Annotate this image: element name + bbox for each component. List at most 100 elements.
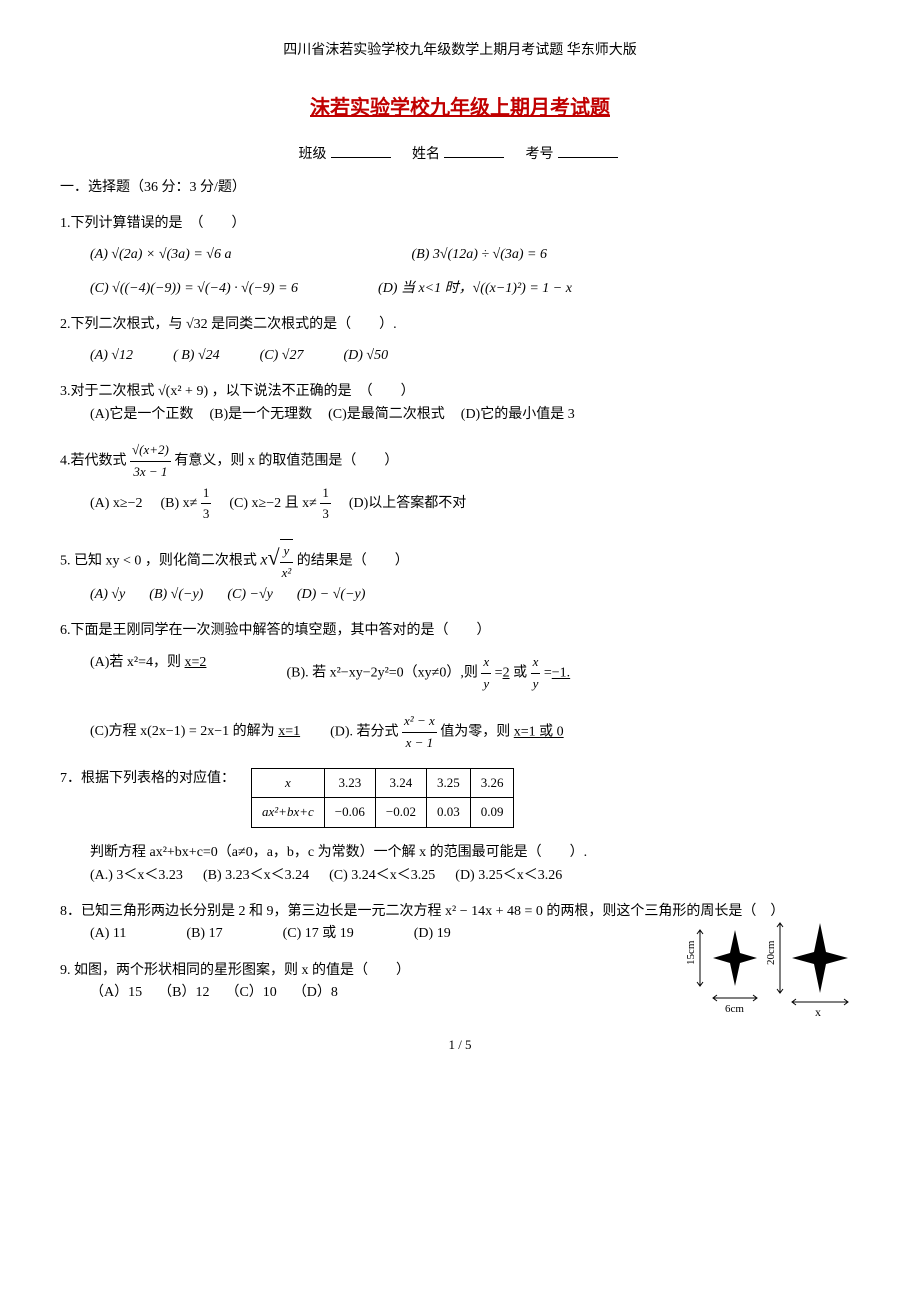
section-1-heading: 一．选择题（36 分：3 分/题） [60,177,860,199]
class-label: 班级 [299,147,327,162]
name-label: 姓名 [412,147,440,162]
q4-stem-post: 有意义，则 x 的取值范围是（ ） [174,453,398,468]
q6-b-pre: (B). 若 x²−xy−2y²=0（xy≠0）,则 [286,666,481,681]
q6-b-mid1: = [495,666,503,681]
q6-b-f1d: y [481,674,491,695]
name-blank [444,157,504,158]
q9-opt-A: （A）15 [90,982,142,1004]
q6-b-f1n: x [481,652,491,674]
star1-height: 15cm [685,940,697,965]
q5-opt-C: (C) −√y [227,584,273,606]
q2-opt-C: (C) √27 [260,345,304,367]
q7-opt-D: (D) 3.25＜x＜3.26 [455,865,562,887]
q6-b-u1: 2 [503,666,510,681]
num-label: 考号 [526,147,554,162]
q6-b-mid3: = [544,666,552,681]
q6-d-num: x² − x [402,711,437,733]
q5-stem-pre: 5. 已知 xy < 0 ，则化简二次根式 [60,554,260,569]
q8-opt-A: (A) 11 [90,923,126,945]
q1-opt-C: (C) √((−4)(−9)) = √(−4) · √(−9) = 6 [90,278,298,300]
doc-header: 四川省沫若实验学校九年级数学上期月考试题 华东师大版 [60,40,860,62]
table-row: x 3.23 3.24 3.25 3.26 [252,768,514,798]
q7-opt-C: (C) 3.24＜x＜3.25 [329,865,435,887]
q2-opt-D: (D) √50 [343,345,388,367]
q6-c-under: x=1 [278,724,300,739]
q1-opt-A: (A) √(2a) × √(3a) = √6 a [90,244,231,266]
q4-opt-D: (D)以上答案都不对 [349,493,466,515]
question-1: 1.下列计算错误的是 （ ） (A) √(2a) × √(3a) = √6 a … [60,213,860,300]
q7-judge: 判断方程 ax²+bx+c=0（a≠0，a，b，c 为常数）一个解 x 的范围最… [90,842,860,864]
stars-svg: 15cm 6cm 20cm [680,920,880,1030]
q5-frac-num: y [280,541,294,563]
q9-opt-B: （B）12 [158,982,209,1004]
q2-opt-A: (A) √12 [90,345,133,367]
q5-opt-B: (B) √(−y) [149,584,203,606]
q4-c-pre: (C) x≥−2 且 x≠ [229,493,316,515]
q4-c-den: 3 [320,504,331,525]
q5-stem-post: 的结果是（ ） [297,554,409,569]
q6-b-f2n: x [531,652,541,674]
table-row: ax²+bx+c −0.06 −0.02 0.03 0.09 [252,798,514,828]
q6-opt-A: (A)若 x²=4，则 x=2 [90,652,206,695]
star2-width: x [815,1005,821,1019]
question-4: 4.若代数式 √(x+2) 3x − 1 有意义，则 x 的取值范围是（ ） (… [60,440,860,525]
q7-r2c1: −0.06 [324,798,375,828]
star1-width: 6cm [725,1003,744,1015]
question-5: 5. 已知 xy < 0 ，则化简二次根式 x√yx² 的结果是（ ） (A) … [60,539,860,606]
q4-b-pre: (B) x≠ [161,493,198,515]
q9-opt-D: （D）8 [293,982,338,1004]
question-9: 9. 如图，两个形状相同的星形图案，则 x 的值是（ ） （A）15 （B）12… [60,960,860,1005]
q4-opt-B: (B) x≠ 13 [161,483,212,526]
q7-table: x 3.23 3.24 3.25 3.26 ax²+bx+c −0.06 −0.… [251,768,514,829]
q4-opt-A: (A) x≥−2 [90,493,143,515]
class-blank [331,157,391,158]
q7-opt-A: (A.) 3＜x＜3.23 [90,865,183,887]
q6-opt-C: (C)方程 x(2x−1) = 2x−1 的解为 x=1 [90,721,300,743]
q4-stem-pre: 4.若代数式 [60,453,130,468]
q4-frac-den: 3x − 1 [130,462,171,483]
q7-opt-B: (B) 3.23＜x＜3.24 [203,865,309,887]
q7-r2c3: 0.03 [426,798,470,828]
q3-opt-B: (B)是一个无理数 [209,404,312,426]
q3-opt-C: (C)是最简二次根式 [328,404,445,426]
q6-a-pre: (A)若 x²=4，则 [90,655,185,670]
q6-b-mid2: 或 [513,666,531,681]
q7-r2c4: 0.09 [470,798,514,828]
q5-stem: 5. 已知 xy < 0 ，则化简二次根式 x√yx² 的结果是（ ） [60,539,860,584]
q6-b-f2d: y [531,674,541,695]
q6-opt-B: (B). 若 x²−xy−2y²=0（xy≠0）,则 xy =2 或 xy =−… [286,652,570,695]
q6-stem: 6.下面是王刚同学在一次测验中解答的填空题，其中答对的是（ ） [60,620,860,642]
num-blank [558,157,618,158]
q7-r2c0: ax²+bx+c [252,798,325,828]
q6-c-pre: (C)方程 x(2x−1) = 2x−1 的解为 [90,724,278,739]
q7-r1c3: 3.25 [426,768,470,798]
q3-opt-D: (D)它的最小值是 3 [461,404,575,426]
question-7: 7．根据下列表格的对应值： x 3.23 3.24 3.25 3.26 ax²+… [60,768,860,887]
q7-r2c2: −0.02 [375,798,426,828]
q7-stem: 7．根据下列表格的对应值： [60,768,235,790]
q3-opt-A: (A)它是一个正数 [90,404,193,426]
question-6: 6.下面是王刚同学在一次测验中解答的填空题，其中答对的是（ ） (A)若 x²=… [60,620,860,754]
q1-opt-B: (B) 3√(12a) ÷ √(3a) = 6 [411,244,547,266]
question-3: 3.对于二次根式 √(x² + 9) ，以下说法不正确的是 （ ） (A)它是一… [60,381,860,426]
q8-opt-C: (C) 17 或 19 [283,923,354,945]
q5-opt-A: (A) √y [90,584,125,606]
q3-stem: 3.对于二次根式 √(x² + 9) ，以下说法不正确的是 （ ） [60,381,860,403]
q9-stem: 9. 如图，两个形状相同的星形图案，则 x 的值是（ ） [60,960,620,982]
doc-title: 沫若实验学校九年级上期月考试题 [60,92,860,124]
q4-b-den: 3 [201,504,212,525]
q7-r1c1: 3.23 [324,768,375,798]
q4-stem: 4.若代数式 √(x+2) 3x − 1 有意义，则 x 的取值范围是（ ） [60,440,860,483]
q8-opt-B: (B) 17 [186,923,222,945]
star-figure: 15cm 6cm 20cm [680,920,880,1038]
q4-b-num: 1 [201,483,212,505]
q6-opt-D: (D). 若分式 x² − xx − 1 值为零，则 x=1 或 0 [330,711,564,754]
q4-c-num: 1 [320,483,331,505]
q8-opt-D: (D) 19 [414,923,451,945]
q2-opt-B: ( B) √24 [173,345,220,367]
q2-stem: 2.下列二次根式，与 √32 是同类二次根式的是（ ）. [60,314,860,336]
q1-opt-D: (D) 当 x<1 时，√((x−1)²) = 1 − x [378,278,572,300]
star2-height: 20cm [765,940,777,965]
q6-d-den: x − 1 [402,733,437,754]
q7-r1c2: 3.24 [375,768,426,798]
